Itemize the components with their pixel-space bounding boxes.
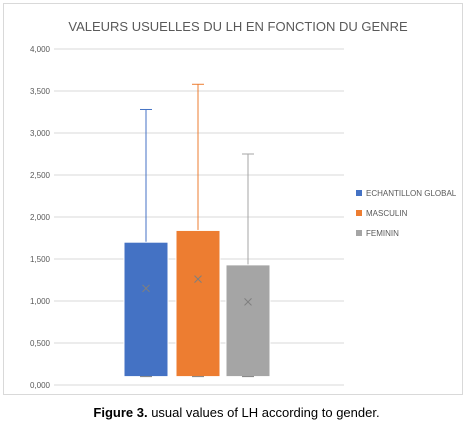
- box-masculin: [175, 83, 221, 378]
- y-tick-label: 0,000: [30, 381, 51, 390]
- legend-label: FEMININ: [366, 229, 399, 238]
- y-tick-label: 0,500: [30, 339, 51, 348]
- mean-marker: [194, 275, 202, 284]
- chart-title: VALEURS USUELLES DU LH EN FONCTION DU GE…: [68, 19, 408, 34]
- y-tick-label: 3,500: [30, 87, 51, 96]
- y-axis-ticks: 0,000 0,500 1,000 1,500 2,000 2,500 3,000 3,500…: [30, 45, 51, 390]
- y-tick-label: 4,000: [30, 45, 51, 54]
- legend-swatch: [356, 210, 362, 216]
- box-rect: [225, 264, 271, 378]
- gridlines: [54, 48, 344, 386]
- y-tick-label: 3,000: [30, 129, 51, 138]
- y-tick-label: 2,000: [30, 213, 51, 222]
- box-echantillon-global: [123, 108, 169, 378]
- figure-label: Figure 3.: [93, 405, 148, 420]
- mean-marker: [244, 297, 252, 306]
- boxes: [123, 83, 271, 378]
- box-plot-chart: VALEURS USUELLES DU LH EN FONCTION DU GE…: [30, 19, 457, 390]
- legend-label: ECHANTILLON GLOBAL: [366, 189, 457, 198]
- box-feminin: [225, 153, 271, 378]
- figure-caption-text: usual values of LH according to gender.: [147, 405, 380, 420]
- y-tick-label: 2,500: [30, 171, 51, 180]
- y-tick-label: 1,000: [30, 297, 51, 306]
- box-rect: [123, 241, 169, 378]
- y-tick-label: 1,500: [30, 255, 51, 264]
- box-rect: [175, 229, 221, 378]
- legend: ECHANTILLON GLOBAL MASCULIN FEMININ: [356, 189, 457, 238]
- legend-swatch: [356, 190, 362, 196]
- figure-caption: Figure 3. usual values of LH according t…: [0, 405, 473, 420]
- chart-frame: VALEURS USUELLES DU LH EN FONCTION DU GE…: [3, 3, 463, 395]
- mean-marker: [142, 284, 150, 293]
- legend-swatch: [356, 230, 362, 236]
- legend-label: MASCULIN: [366, 209, 408, 218]
